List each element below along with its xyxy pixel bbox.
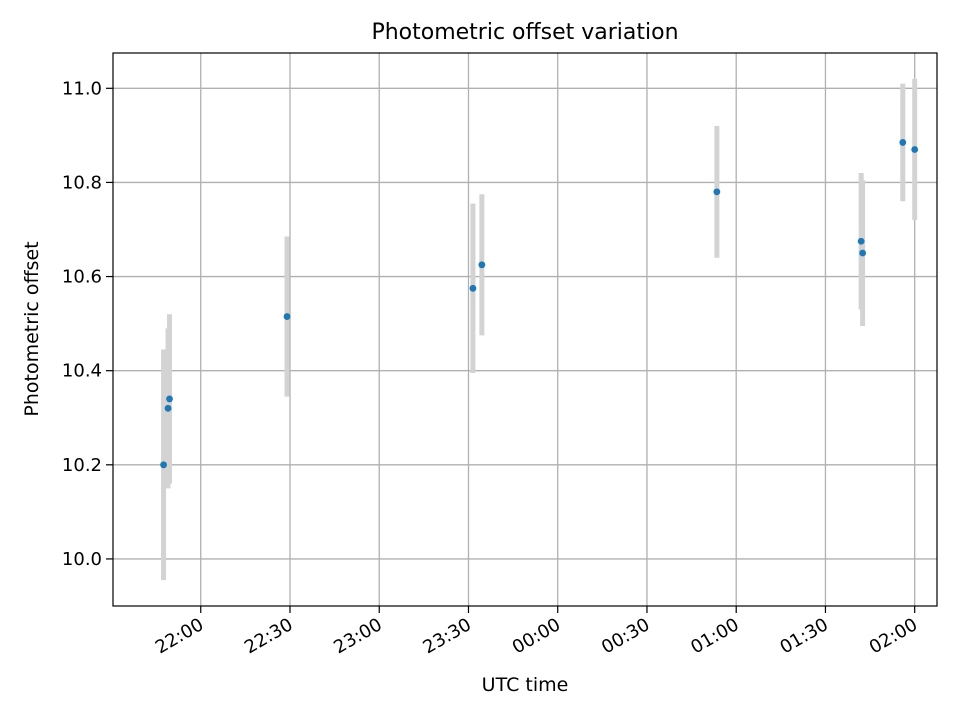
data-points xyxy=(160,139,919,469)
data-point xyxy=(283,313,291,320)
y-tick-label: 10.6 xyxy=(62,267,102,288)
y-tick-label: 10.0 xyxy=(62,549,102,570)
data-point xyxy=(857,237,865,245)
y-tick-label: 10.8 xyxy=(62,172,102,193)
data-point xyxy=(160,461,167,469)
data-point xyxy=(164,404,172,412)
y-tick-label: 10.4 xyxy=(62,361,102,382)
y-axis-label: Photometric offset xyxy=(21,241,43,416)
y-tick-label: 11.0 xyxy=(62,78,102,99)
data-point xyxy=(469,284,477,292)
grid xyxy=(113,53,937,606)
y-axis-ticks: 10.0 10.2 10.4 10.6 10.8 11.0 xyxy=(62,78,113,570)
data-point xyxy=(911,146,919,153)
data-point xyxy=(478,261,486,269)
data-point xyxy=(713,188,721,196)
y-tick-label: 10.2 xyxy=(62,455,102,476)
chart-title: Photometric offset variation xyxy=(371,20,678,45)
x-axis-label: UTC time xyxy=(482,674,569,696)
data-point xyxy=(859,249,867,257)
data-point xyxy=(166,395,173,403)
plot-area-frame xyxy=(112,52,938,607)
data-point xyxy=(899,139,907,146)
